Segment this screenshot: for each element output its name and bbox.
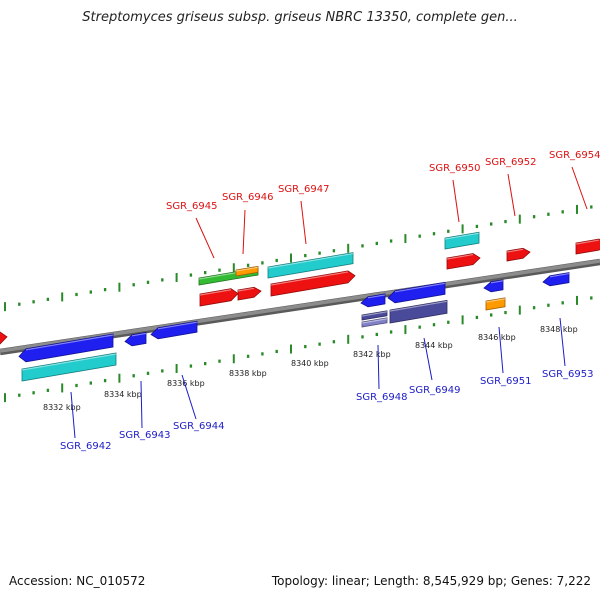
gene-label: SGR_6946: [222, 192, 274, 203]
gene-label: SGR_6945: [166, 201, 218, 212]
scale-label: 8334 kbp: [104, 390, 142, 399]
topology-text: Topology: linear; Length: 8,545,929 bp; …: [271, 574, 591, 588]
cds-feature: [235, 265, 259, 277]
scale-label: 8348 kbp: [540, 325, 578, 334]
gene-label: SGR_6947: [278, 184, 330, 195]
gene-feature: [0, 331, 8, 345]
scale-label: 8340 kbp: [291, 359, 329, 368]
gene-label: SGR_6943: [119, 430, 171, 441]
scale-label: 8344 kbp: [415, 341, 453, 350]
page-title: Streptomyces griseus subsp. griseus NBRC…: [82, 10, 518, 25]
accession-text: Accession: NC_010572: [9, 574, 146, 588]
leader-line: [452, 179, 460, 223]
gene-label: SGR_6950: [429, 163, 481, 174]
gene-label: SGR_6953: [542, 369, 594, 380]
gene-feature: [387, 281, 446, 304]
cds-feature: [444, 231, 480, 250]
gene-label: SGR_6942: [60, 441, 112, 452]
cds-feature: [389, 299, 448, 324]
gene-feature: [483, 279, 504, 293]
gene-label: SGR_6944: [173, 421, 225, 432]
scale-label: 8332 kbp: [43, 403, 81, 412]
gene-feature: [446, 253, 481, 270]
leader-line: [300, 200, 307, 245]
leader-line: [571, 166, 588, 210]
gene-feature: [506, 247, 531, 262]
cds-feature: [361, 310, 388, 321]
scale-label: 8346 kbp: [478, 333, 516, 342]
gene-feature: [237, 286, 262, 301]
gene-label: SGR_6948: [356, 392, 408, 403]
leader-line: [559, 317, 566, 367]
leader-line: [498, 326, 504, 374]
scale-label: 8342 kbp: [353, 350, 391, 359]
gene-feature: [270, 270, 356, 297]
tick-marks: [4, 204, 593, 403]
leader-line: [140, 380, 143, 429]
cds-feature: [361, 317, 388, 328]
leader-line: [507, 173, 516, 217]
leader-line: [423, 337, 433, 381]
leader-line: [195, 217, 215, 259]
gene-feature: [150, 320, 198, 340]
gene-label: SGR_6949: [409, 385, 461, 396]
leader-line: [377, 344, 380, 390]
gene-feature: [199, 288, 239, 307]
gene-feature: [542, 272, 570, 287]
gene-label: SGR_6951: [480, 376, 532, 387]
gene-features: [0, 231, 600, 382]
gene-feature: [124, 331, 147, 347]
cds-feature: [267, 252, 354, 279]
gene-label: SGR_6954: [549, 150, 600, 161]
leader-line: [242, 209, 246, 255]
gene-labels: SGR_6945 SGR_6946 SGR_6947 SGR_6950 SGR_6952…: [60, 150, 600, 452]
gene-feature: [360, 293, 386, 308]
scale-labels: 8332 kbp 8334 kbp 8336 kbp 8338 kbp 8340 kbp…: [43, 325, 578, 412]
scale-label: 8336 kbp: [167, 379, 205, 388]
cds-feature: [485, 297, 506, 311]
leader-line: [70, 391, 76, 439]
scale-label: 8338 kbp: [229, 369, 267, 378]
cds-feature: [21, 352, 117, 382]
gene-feature: [575, 238, 600, 255]
gene-feature: [18, 333, 114, 363]
gene-label: SGR_6952: [485, 157, 537, 168]
leader-line: [181, 374, 197, 420]
